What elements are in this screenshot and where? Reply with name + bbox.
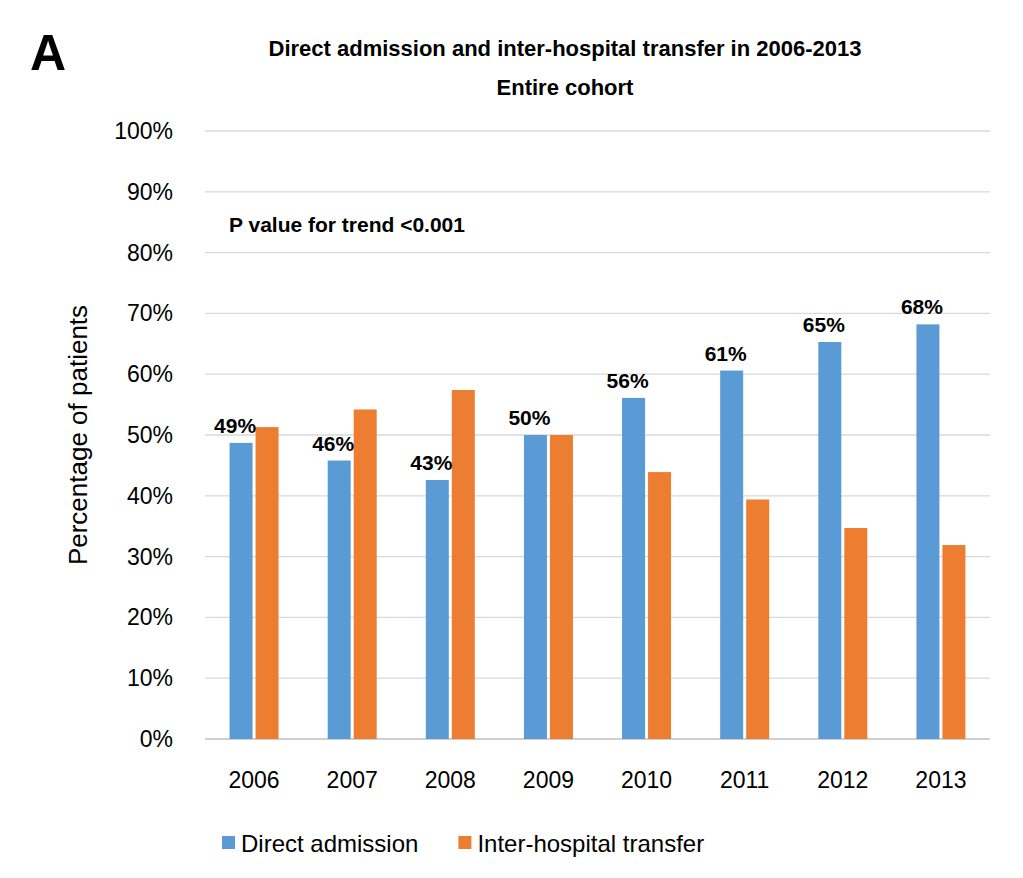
subtitle: Entire cohort [497, 75, 635, 100]
x-tick-label: 2009 [523, 767, 574, 793]
y-tick-label: 40% [127, 483, 173, 509]
bar [844, 528, 867, 739]
bar [746, 499, 769, 739]
bar [818, 342, 841, 739]
y-tick-label: 10% [127, 665, 173, 691]
page: {"chart_data": { "type": "bar", "title":… [0, 0, 1023, 878]
bar [328, 461, 351, 739]
data-label: 50% [508, 406, 550, 429]
bars [230, 324, 966, 739]
grid-line [205, 191, 990, 192]
legend-label: Inter-hospital transfer [477, 830, 704, 857]
y-tick-label: 100% [114, 118, 173, 144]
data-label: 43% [410, 451, 452, 474]
background [0, 0, 1023, 878]
bar [720, 371, 743, 739]
bar [550, 435, 573, 739]
y-tick-label: 0% [140, 726, 173, 752]
title: Direct admission and inter-hospital tran… [269, 36, 862, 61]
x-tick-label: 2010 [621, 767, 672, 793]
x-tick-label: 2008 [425, 767, 476, 793]
panel-label: A [30, 25, 66, 81]
grid-line [205, 678, 990, 679]
labels: 49% 46% 43% 50% 56% 61% 65% 68% [214, 295, 943, 474]
grid-line [205, 556, 990, 557]
y-tick-label: 90% [127, 179, 173, 205]
data-label: 49% [214, 414, 256, 437]
y-tick-label: 20% [127, 604, 173, 630]
grid-line [205, 313, 990, 314]
legend-label: Direct admission [241, 830, 418, 857]
x-tick-label: 2013 [915, 767, 966, 793]
bar [452, 390, 475, 739]
data-label: 61% [705, 342, 747, 365]
grid-line [205, 495, 990, 496]
data-label: 65% [803, 313, 845, 336]
legend-swatch [222, 836, 235, 849]
bar [648, 472, 671, 739]
bar [916, 324, 939, 739]
legend: Direct admission Inter-hospital transfer [222, 830, 704, 857]
y-tick-label: 70% [127, 300, 173, 326]
y-tick-label: 50% [127, 422, 173, 448]
y-tick-label: 60% [127, 361, 173, 387]
annotation: P value for trend <0.001 [229, 213, 465, 236]
x-tick-label: 2011 [720, 767, 769, 793]
data-label: 68% [901, 295, 943, 318]
y-tick-label: 30% [127, 544, 173, 570]
grid-line [205, 738, 990, 739]
grid-line [205, 374, 990, 375]
x-tick-label: 2006 [228, 767, 279, 793]
grid-line [205, 617, 990, 618]
bar [524, 435, 547, 739]
data-label: 56% [607, 369, 649, 392]
bar [230, 443, 253, 739]
bar [256, 427, 279, 739]
x-tick-label: 2012 [817, 767, 868, 793]
grid-line [205, 252, 990, 253]
grid-line [205, 130, 990, 131]
data-label: 46% [312, 432, 354, 455]
y-tick-label: 80% [127, 240, 173, 266]
legend-swatch [458, 836, 471, 849]
bar [426, 480, 449, 739]
chart: Direct admission and inter-hospital tran… [0, 0, 1023, 878]
bar [622, 398, 645, 739]
bar [354, 409, 377, 739]
x-tick-label: 2007 [327, 767, 378, 793]
bar [942, 545, 965, 739]
y-axis-label: Percentage of patients [63, 305, 93, 565]
